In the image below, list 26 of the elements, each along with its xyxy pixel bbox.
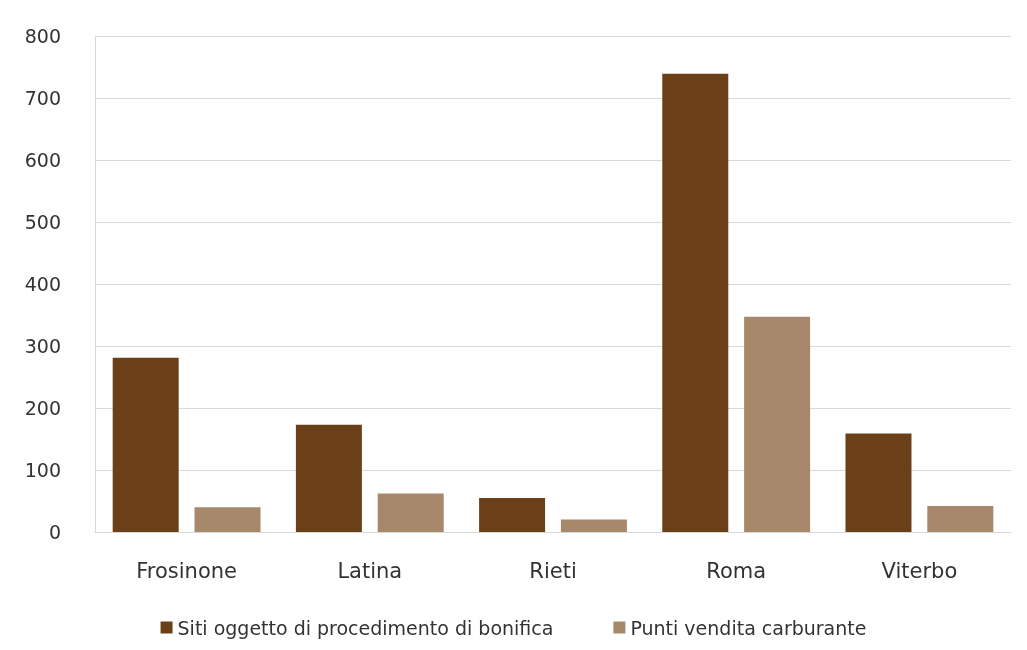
bar [744, 316, 811, 532]
legend-label: Siti oggetto di procedimento di bonifica [177, 616, 554, 639]
y-tick-label: 200 [24, 397, 61, 419]
y-tick-label: 800 [24, 25, 61, 47]
legend-label: Punti vendita carburante [630, 616, 867, 639]
bar [194, 507, 261, 532]
y-tick-label: 700 [24, 87, 61, 109]
bar [295, 424, 362, 532]
bar [662, 73, 729, 532]
x-tick-label: Viterbo [881, 558, 958, 583]
bar [560, 519, 627, 532]
y-tick-label: 300 [24, 335, 61, 357]
bar [927, 505, 994, 532]
y-tick-label: 0 [48, 521, 61, 543]
y-tick-label: 100 [24, 459, 61, 481]
x-tick-label: Roma [706, 558, 767, 583]
bar [479, 497, 546, 532]
bar [377, 493, 444, 532]
y-tick-label: 400 [24, 273, 61, 295]
x-tick-label: Latina [337, 558, 403, 583]
bar [112, 357, 179, 532]
y-tick-label: 500 [24, 211, 61, 233]
x-tick-label: Rieti [529, 558, 577, 583]
x-tick-label: Frosinone [136, 558, 237, 583]
bar [845, 433, 912, 532]
y-tick-label: 600 [24, 149, 61, 171]
